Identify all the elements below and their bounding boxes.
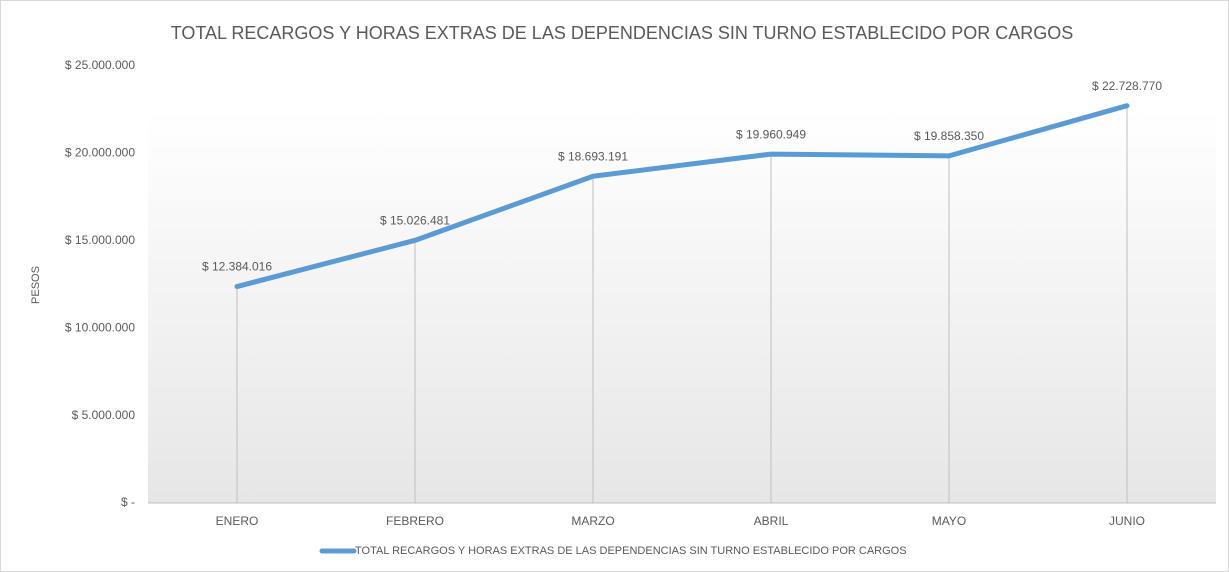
y-tick-label: $ 5.000.000 <box>72 408 136 422</box>
series-line <box>234 103 1130 290</box>
y-axis-label: PESOS <box>30 266 42 304</box>
legend-label: TOTAL RECARGOS Y HORAS EXTRAS DE LAS DEP… <box>355 545 907 557</box>
data-label: $ 15.026.481 <box>380 214 450 228</box>
x-tick-label: JUNIO <box>1109 514 1145 528</box>
x-tick-label: MARZO <box>571 514 614 528</box>
x-tick-label: ABRIL <box>754 514 789 528</box>
y-tick-label: $ 20.000.000 <box>65 146 135 160</box>
x-tick-label: MAYO <box>932 514 966 528</box>
data-label: $ 19.858.350 <box>914 129 984 143</box>
data-label: $ 18.693.191 <box>558 149 628 163</box>
plot-background <box>148 110 1216 503</box>
data-label: $ 22.728.770 <box>1092 79 1162 93</box>
data-label: $ 19.960.949 <box>736 127 806 141</box>
y-tick-label: $ 15.000.000 <box>65 233 135 247</box>
y-tick-label: $ 25.000.000 <box>65 58 135 72</box>
x-tick-label: FEBRERO <box>386 514 444 528</box>
y-tick-label: $ - <box>121 495 135 509</box>
chart-title: TOTAL RECARGOS Y HORAS EXTRAS DE LAS DEP… <box>171 23 1074 43</box>
x-tick-label: ENERO <box>216 514 259 528</box>
y-tick-label: $ 10.000.000 <box>65 320 135 334</box>
data-label: $ 12.384.016 <box>202 260 272 274</box>
